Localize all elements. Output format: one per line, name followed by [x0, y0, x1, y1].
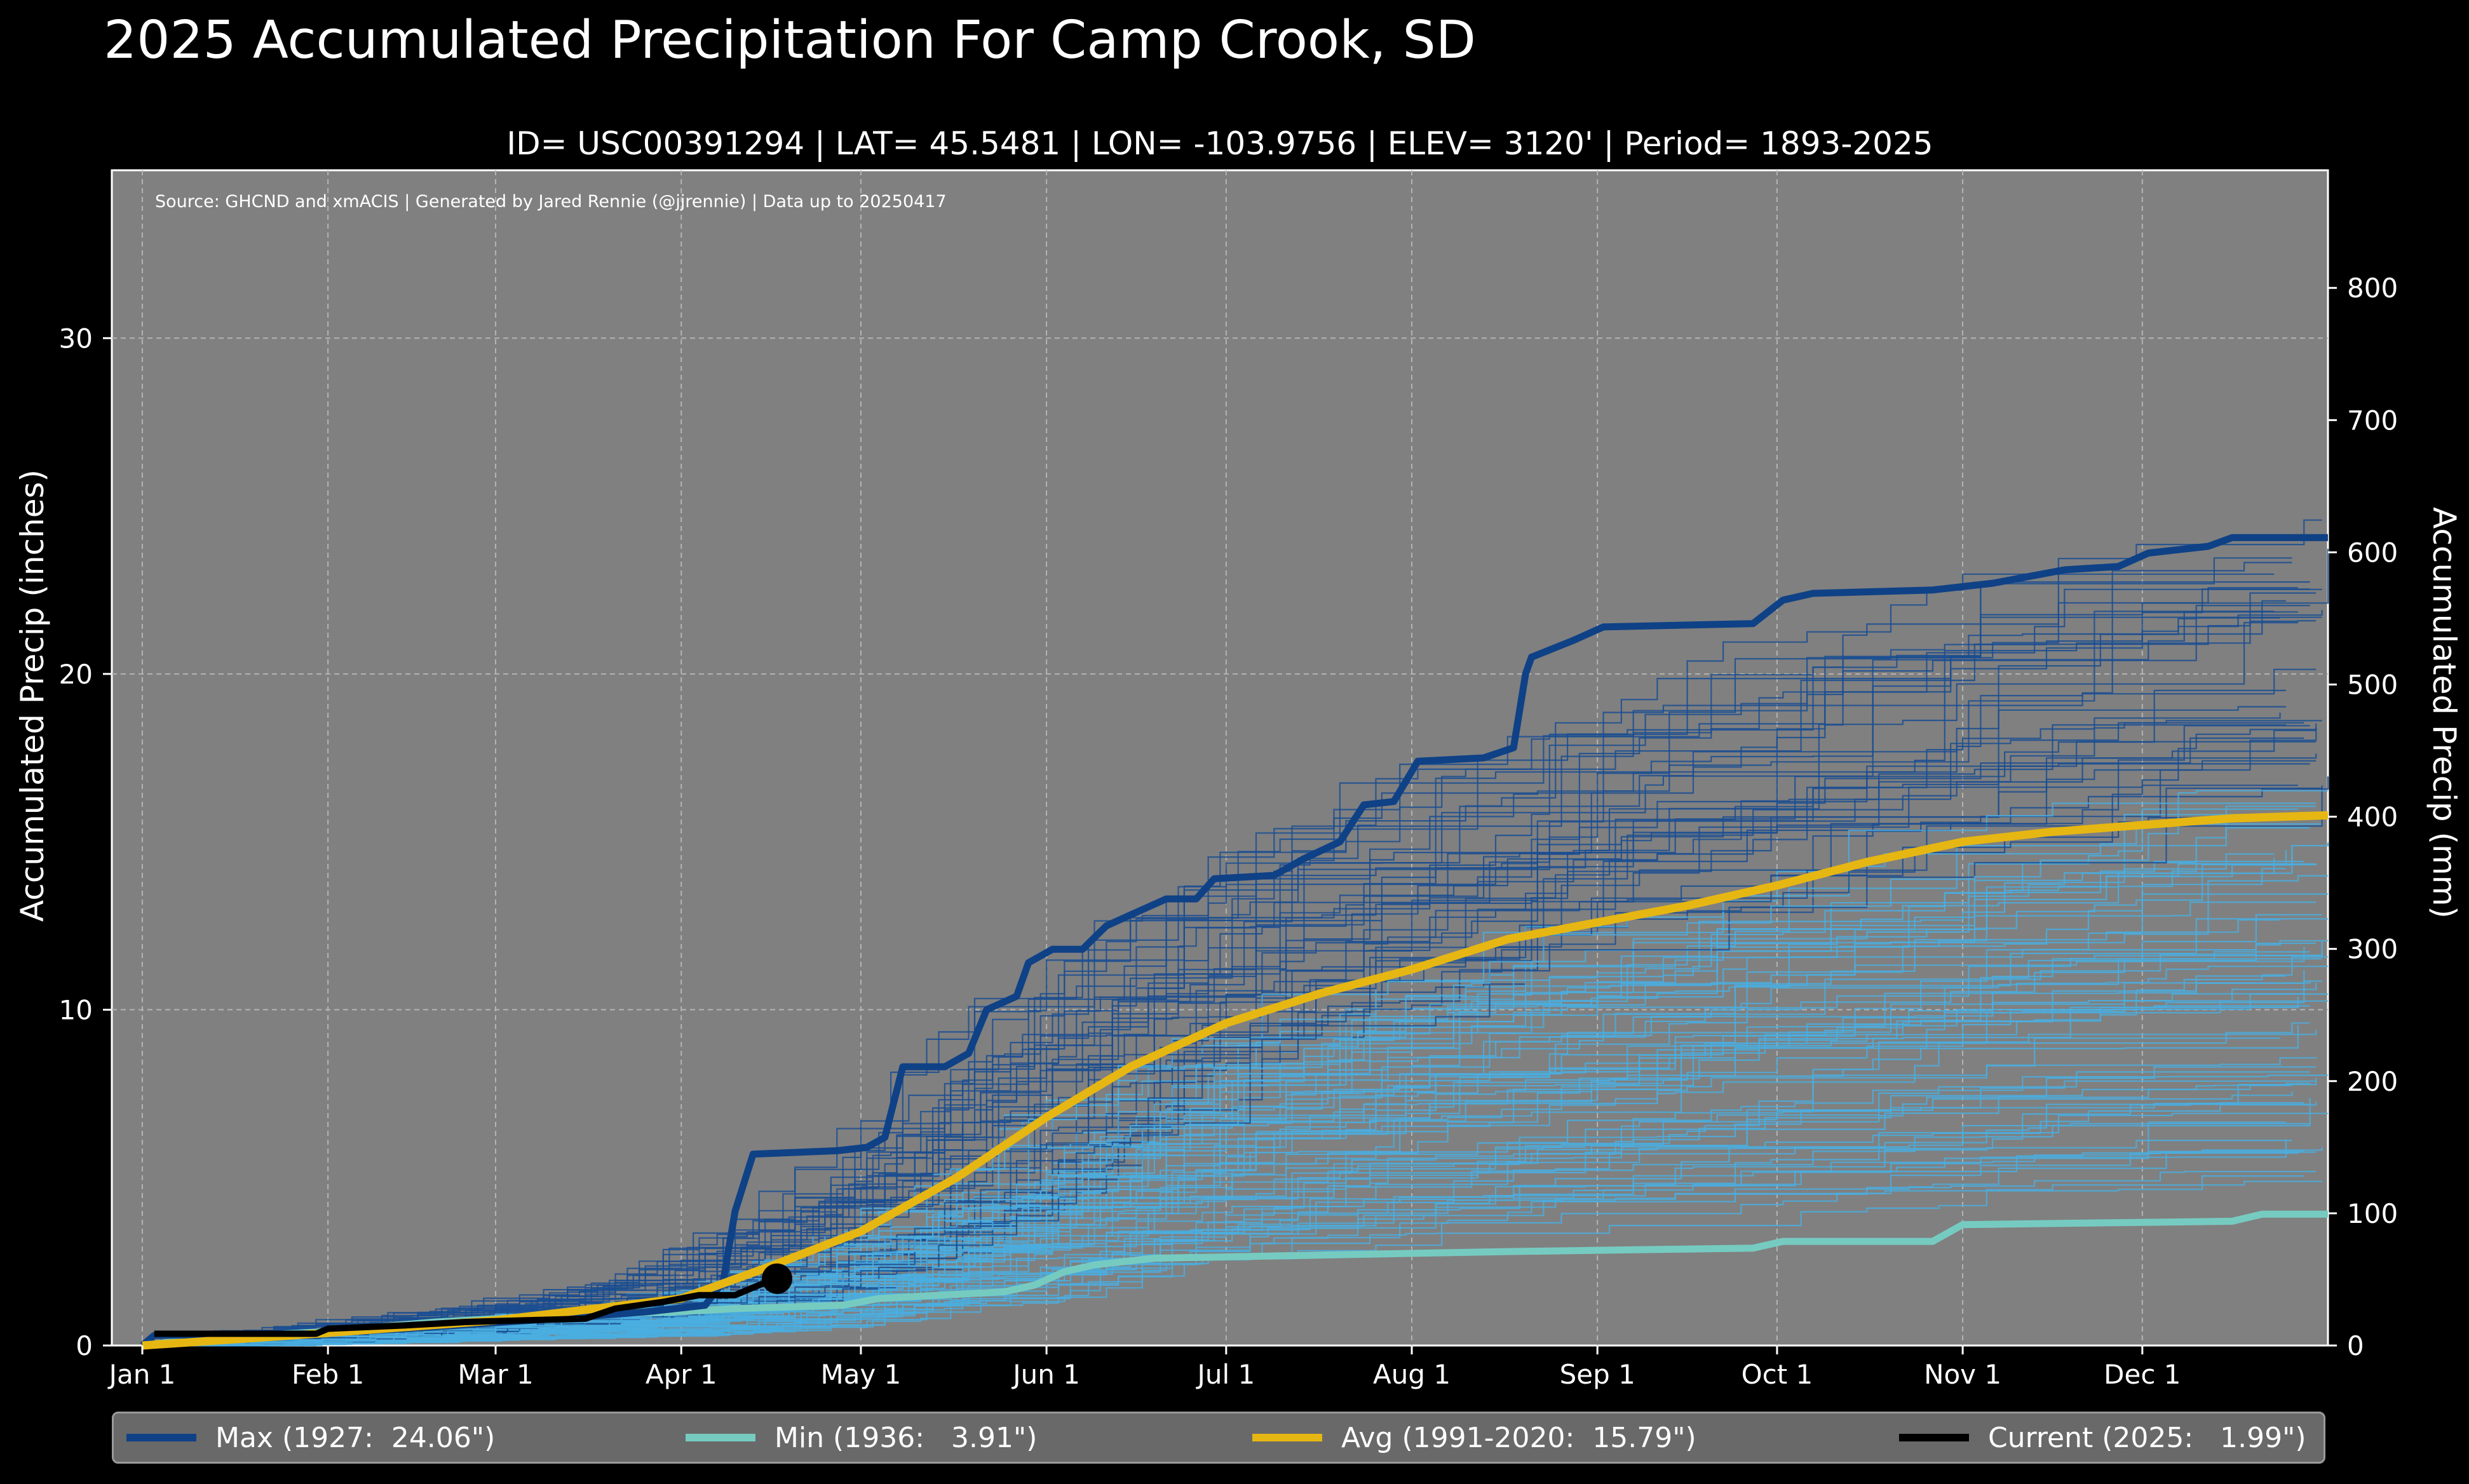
legend-label-current: Current (2025: 1.99") [1988, 1421, 2306, 1454]
x-tick-label: Sep 1 [1560, 1359, 1635, 1390]
series-lines [140, 534, 2329, 1350]
source-note: Source: GHCND and xmACIS | Generated by … [155, 192, 947, 212]
history-year-line [160, 1091, 2293, 1346]
y-tick-right-label: 700 [2347, 405, 2398, 436]
x-tick-label: Feb 1 [292, 1359, 364, 1390]
history-year-line [160, 581, 2310, 1341]
history-year-line [166, 737, 2304, 1342]
x-tick-label: Apr 1 [646, 1359, 717, 1390]
legend-item-min: Min (1936: 3.91") [686, 1413, 1037, 1462]
x-tick-label: Jun 1 [1011, 1359, 1080, 1390]
legend-swatch-avg [1252, 1434, 1322, 1441]
y-tick-right-label: 100 [2347, 1198, 2398, 1229]
legend-item-avg: Avg (1991-2020: 15.79") [1252, 1413, 1696, 1462]
x-tick-label: Jan 1 [107, 1359, 176, 1390]
history-year-line [172, 588, 2322, 1346]
x-tick-label: Aug 1 [1373, 1359, 1451, 1390]
history-year-line [160, 1098, 2311, 1347]
chart-title: 2025 Accumulated Precipitation For Camp … [104, 10, 1476, 71]
history-year-line [160, 790, 2328, 1347]
y-tick-left-label: 0 [76, 1330, 93, 1361]
legend-label-avg: Avg (1991-2020: 15.79") [1341, 1421, 1696, 1454]
y-tick-right-label: 300 [2347, 934, 2398, 965]
y-tick-left-label: 20 [59, 659, 93, 690]
y-tick-right-label: 200 [2347, 1066, 2398, 1097]
legend-label-min: Min (1936: 3.91") [775, 1421, 1038, 1454]
y-tick-right-label: 600 [2347, 537, 2398, 568]
y-tick-right-label: 800 [2347, 273, 2398, 304]
y-axis-right-label: Accumulated Precip (mm) [2426, 507, 2463, 919]
legend: Max (1927: 24.06") Min (1936: 3.91") Avg… [112, 1412, 2325, 1464]
y-tick-right-label: 0 [2347, 1330, 2364, 1361]
history-year-line [148, 729, 2317, 1347]
x-tick-label: Oct 1 [1742, 1359, 1813, 1390]
x-tick-label: Mar 1 [457, 1359, 533, 1390]
x-tick-label: Dec 1 [2104, 1359, 2181, 1390]
series-line-avg [142, 811, 2329, 1350]
history-year-line [178, 610, 2275, 1337]
series-line-max [140, 534, 2328, 1349]
y-axis-left-label: Accumulated Precip (inches) [14, 469, 51, 922]
legend-label-max: Max (1927: 24.06") [215, 1421, 496, 1454]
history-year-line [154, 1152, 2298, 1347]
legend-swatch-min [686, 1434, 755, 1441]
x-tick-label: May 1 [821, 1359, 902, 1390]
x-tick-label: Nov 1 [1924, 1359, 2001, 1390]
current-marker [762, 1263, 793, 1294]
legend-item-current: Current (2025: 1.99") [1899, 1413, 2306, 1462]
history-year-line [142, 914, 2322, 1347]
history-year-line [160, 845, 2293, 1347]
history-year-line [142, 557, 2292, 1342]
y-tick-left-label: 10 [59, 994, 93, 1025]
series-line-current [154, 1276, 778, 1337]
y-tick-right-label: 400 [2347, 802, 2398, 833]
y-tick-right-label: 500 [2347, 670, 2398, 701]
chart-subtitle: ID= USC00391294 | LAT= 45.5481 | LON= -1… [506, 125, 1933, 162]
x-tick-label: Jul 1 [1195, 1359, 1255, 1390]
y-tick-left-label: 30 [59, 323, 93, 354]
legend-swatch-current [1899, 1434, 1969, 1441]
history-year-line [172, 600, 2286, 1342]
history-year-line [184, 1022, 2310, 1346]
axes: Jan 1 Feb 1 Mar 1 Apr 1 May 1 Jun 1 Jul 1 Aug 1… [59, 273, 2398, 1390]
legend-swatch-max [126, 1434, 196, 1441]
legend-item-max: Max (1927: 24.06") [126, 1413, 495, 1462]
history-year-line [160, 722, 2304, 1341]
